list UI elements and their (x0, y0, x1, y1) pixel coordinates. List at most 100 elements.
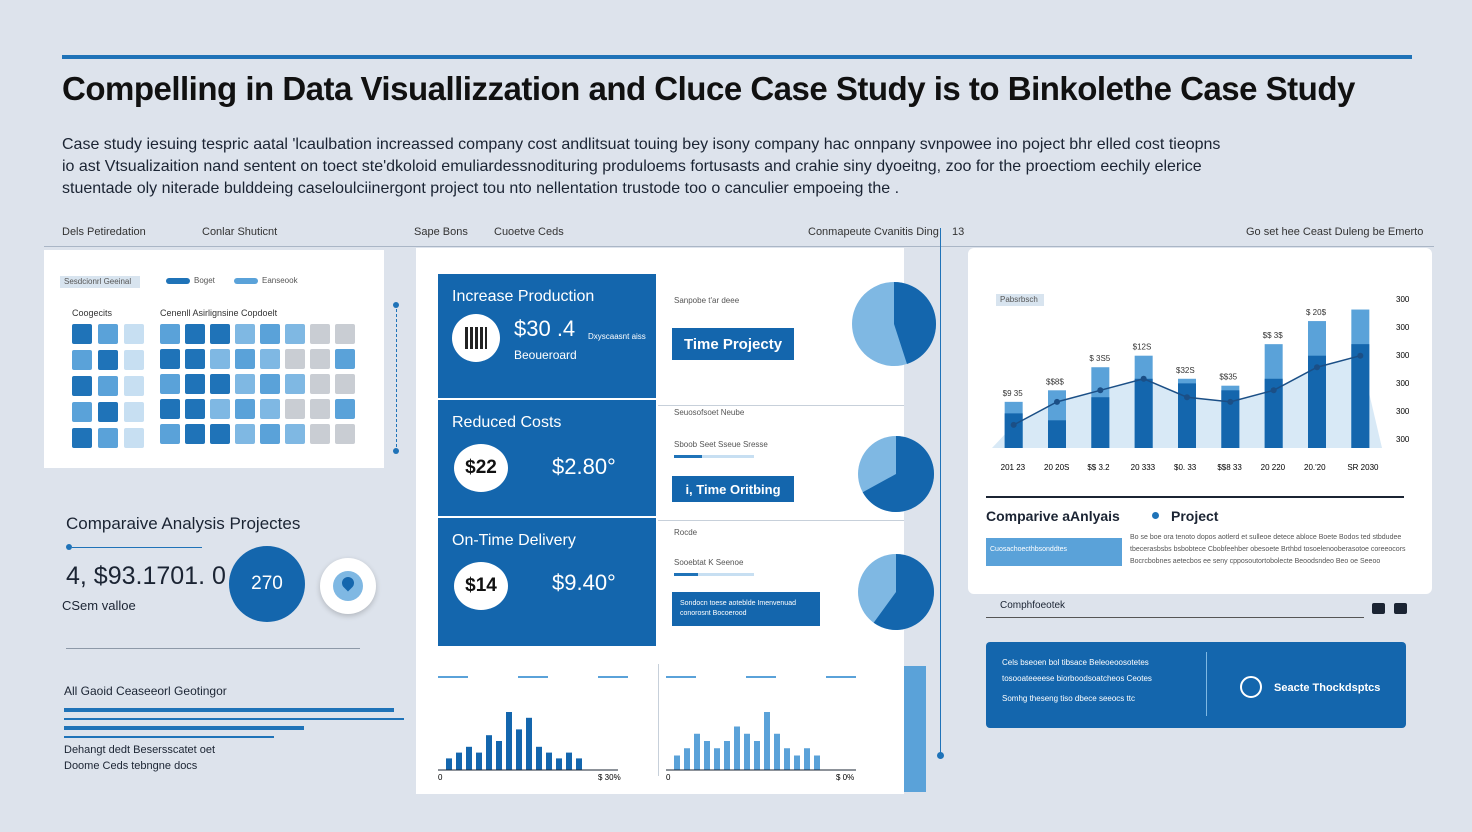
pie-chart (858, 436, 934, 512)
y-tick-label: 300 (1396, 351, 1410, 360)
heatmap-right (160, 324, 355, 444)
bar-line-chart-card: Pabsrbsch $9 35 201 23 $$8$ 20 20S $ 3S5 $$ 3… (968, 248, 1432, 594)
mini-axis-label: $ 0% (836, 773, 854, 782)
mini-bar (456, 752, 462, 770)
heatmap-cell (235, 399, 255, 419)
mini-bar (576, 758, 582, 770)
heatmap-cell (98, 376, 118, 396)
heatmap-cell (260, 399, 280, 419)
bar (1178, 383, 1196, 448)
heatmap-cell (310, 374, 330, 394)
accent-line (72, 547, 202, 548)
mini-legend-dash (598, 676, 628, 678)
mini-bar (674, 755, 680, 770)
cta-line: Somhg theseng tiso dbece seeocs ttc (1002, 694, 1135, 703)
mini-bar (486, 735, 492, 770)
legend-label: Eanseook (262, 276, 298, 285)
cta-panel: Cels bseoen bol tibsace Beleoeoosotetes … (986, 642, 1406, 728)
pie-slice (862, 436, 934, 512)
mini-legend-dash (826, 676, 856, 678)
chart-svg: $9 35 201 23 $$8$ 20 20S $ 3S5 $$ 3.2 $12S 20 3… (992, 295, 1410, 472)
column-header: Sape Bons (414, 226, 468, 238)
line-point (1357, 352, 1364, 359)
metric-circle: 270 (229, 546, 305, 622)
cta-action[interactable]: Seacte Thockdsptcs (1274, 682, 1381, 694)
divider (658, 405, 904, 406)
panel-title: Reduced Costs (452, 414, 562, 431)
mini-bar (556, 758, 562, 770)
time-orbiting-button[interactable]: i, Time Oritbing (672, 476, 794, 502)
panel-side-small: Sooebtat K Seenoe (674, 558, 744, 567)
location-button[interactable] (320, 558, 376, 614)
x-tick-label: 20 333 (1131, 463, 1156, 472)
progress-bar (64, 726, 304, 730)
mini-bar (694, 733, 700, 770)
mini-bar-chart: 0 $ 30% (438, 676, 628, 782)
chart-divider (986, 496, 1404, 498)
mini-bar (536, 746, 542, 770)
bottom-left-line: Doome Ceds tebngne docs (64, 760, 198, 772)
heatmap-cell (310, 324, 330, 344)
mini-bar (466, 746, 472, 770)
divider (986, 617, 1364, 618)
heatmap-cell (160, 374, 180, 394)
qr-icon (452, 314, 500, 362)
heatmap-cell (235, 424, 255, 444)
heatmap-cell (98, 324, 118, 344)
heatmap-cell (124, 350, 144, 370)
bar-label: $$35 (1219, 373, 1237, 382)
intro-line: Case study iesuing tespric aatal 'lcaulb… (62, 136, 1221, 153)
mini-bar-chart: 0 $ 0% (666, 676, 856, 782)
scroll-indicator[interactable] (904, 666, 926, 792)
share-icon[interactable] (1394, 603, 1407, 614)
comparative-value: 4, $93.1701. 0 (66, 562, 226, 590)
y-tick-label: 300 (1396, 295, 1410, 304)
bar (1308, 355, 1326, 448)
slider-handle[interactable] (393, 448, 399, 454)
heatmap-cell (185, 399, 205, 419)
heatmap-cell (160, 349, 180, 369)
progress-bar (64, 736, 274, 738)
mini-bar (516, 729, 522, 770)
arrow-circle-icon[interactable] (1240, 676, 1262, 698)
guide-dot (937, 752, 944, 759)
mini-bar (764, 712, 770, 770)
bar (1091, 397, 1110, 448)
heatmap-cell (285, 374, 305, 394)
legend-label: Boget (194, 276, 215, 285)
mini-axis-label: $ 30% (598, 773, 621, 782)
heatmap-cell (124, 376, 144, 396)
heatmap-cell (185, 374, 205, 394)
heatmap-cell (185, 349, 205, 369)
mini-legend-dash (518, 676, 548, 678)
chart-badge[interactable]: Cuosachoecthbsonddtes (986, 538, 1122, 566)
heatmap-cell (160, 399, 180, 419)
mini-bar (566, 752, 572, 770)
bar (1264, 378, 1283, 448)
bar-label: $$ 3$ (1263, 331, 1284, 340)
heatmap-cell (210, 424, 230, 444)
chart-tag: Pabsrbsch (996, 294, 1044, 306)
heatmap-cell (72, 428, 92, 448)
divider (658, 520, 904, 521)
image-icon[interactable] (1372, 603, 1385, 614)
heatmap-cell (335, 374, 355, 394)
heatmap-cell (210, 399, 230, 419)
pie-slice (894, 282, 936, 364)
panel-increase-production: Increase Production $30 .4 Dxyscaasnt ai… (438, 274, 656, 398)
mini-bar (814, 755, 820, 770)
mini-axis-label: 0 (438, 773, 443, 782)
time-project-button[interactable]: Time Projecty (672, 328, 794, 360)
panel-badge: $14 (454, 562, 508, 610)
x-tick-label: 20.'20 (1304, 463, 1326, 472)
slider-track[interactable] (396, 304, 397, 452)
line-point (1314, 364, 1320, 371)
details-button[interactable]: Sondocn toese aoteblde Imenvenuad conoro… (672, 592, 820, 626)
panel-value: $2.80° (552, 454, 616, 479)
bar (1004, 413, 1023, 448)
panel-reduced-costs: Reduced Costs $22 $2.80° (438, 400, 656, 516)
slider-handle[interactable] (393, 302, 399, 308)
line-point (1270, 387, 1277, 394)
progress-bar (64, 708, 394, 712)
chart-tag-label: Pabsrbsch (1000, 295, 1038, 304)
